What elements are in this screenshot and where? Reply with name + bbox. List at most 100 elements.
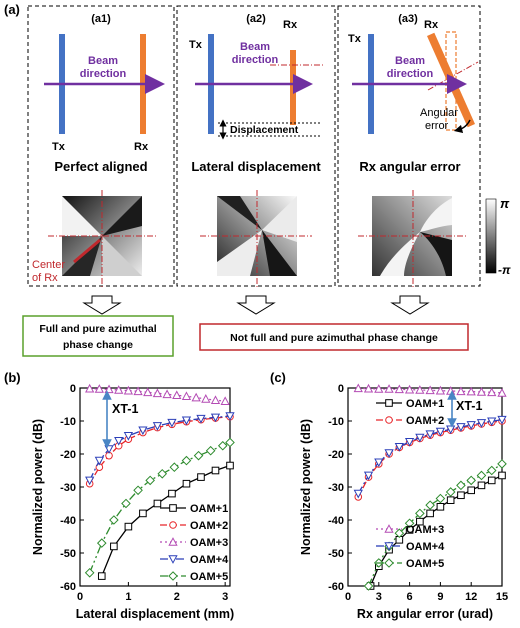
legend-label: OAM+5: [190, 571, 228, 583]
tx-label: Tx: [189, 39, 203, 51]
conclusion-aligned-line1: Full and pure azimuthal: [39, 323, 156, 335]
data-point: [85, 383, 95, 393]
x-tick-label: 0: [77, 591, 83, 603]
colorbar-max-label: π: [500, 196, 510, 211]
legend-label: OAM+5: [406, 558, 444, 570]
data-point: [363, 471, 374, 481]
data-point: [201, 394, 211, 403]
data-point: [404, 384, 415, 394]
crosstalk-label: XT-1: [112, 402, 138, 416]
data-point: [497, 388, 507, 397]
data-point: [123, 432, 134, 441]
data-point: [363, 383, 374, 393]
x-tick-label: 15: [496, 591, 508, 603]
data-point: [487, 476, 496, 485]
x-tick-label: 0: [345, 591, 351, 603]
x-axis-label: Rx angular error (urad): [357, 607, 493, 621]
data-point: [205, 445, 216, 456]
data-point: [456, 386, 466, 396]
y-tick-label: -30: [60, 482, 76, 494]
x-tick-label: 6: [407, 591, 413, 603]
data-point: [197, 473, 205, 481]
beam-label-2: direction: [232, 54, 279, 66]
data-point: [226, 461, 234, 470]
data-point: [143, 387, 153, 397]
data-point: [467, 486, 475, 495]
data-point: [124, 522, 133, 531]
data-point: [425, 430, 435, 440]
y-tick-label: -20: [60, 449, 76, 461]
x-tick-label: 9: [437, 591, 443, 603]
data-point: [182, 479, 191, 488]
data-point: [96, 538, 107, 548]
y-axis-label: Normalized power (dB): [31, 419, 45, 555]
y-tick-label: -50: [60, 548, 76, 560]
legend-marker: [168, 537, 178, 546]
data-point: [114, 437, 124, 446]
data-point: [138, 426, 148, 436]
y-tick-label: 0: [70, 383, 76, 395]
data-point: [363, 581, 374, 591]
x-tick-label: 3: [222, 591, 228, 603]
data-point: [193, 450, 204, 461]
x-axis-label: Lateral displacement (mm): [76, 607, 234, 621]
conclusion-aligned-line2: phase change: [63, 339, 133, 351]
y-tick-label: -10: [60, 416, 76, 428]
legend-marker: [384, 558, 394, 568]
data-point: [85, 476, 95, 486]
data-point: [497, 415, 507, 425]
beam-label-2: direction: [80, 68, 127, 80]
angular-error-label-1: Angular: [420, 107, 458, 119]
data-point: [84, 567, 95, 578]
data-point: [210, 413, 221, 423]
subpanel-a1: (a1) Beam direction Tx Rx Perfect aligne…: [27, 5, 175, 288]
conclusion-box-misaligned: Not full and pure azimuthal phase change: [199, 323, 469, 351]
data-point: [384, 449, 394, 458]
data-point: [191, 392, 201, 402]
legend-label: OAM+3: [406, 524, 444, 536]
data-point: [435, 427, 446, 437]
subpanel-a2: (a2) Beam direction Tx Rx Displacement L…: [176, 5, 336, 288]
data-point: [353, 383, 363, 393]
y-axis-label: Normalized power (dB): [299, 419, 313, 555]
data-point: [133, 386, 143, 396]
data-point: [109, 515, 119, 525]
data-point: [172, 390, 182, 400]
data-point: [415, 508, 425, 519]
y-tick-label: 0: [338, 383, 344, 395]
data-point: [466, 421, 476, 430]
rx-label: Rx: [134, 141, 149, 153]
subpanel-a2-id: (a2): [246, 13, 266, 25]
center-pointer: [73, 238, 101, 264]
data-point: [477, 481, 486, 490]
data-point: [181, 455, 192, 466]
data-point: [97, 572, 106, 580]
data-point: [145, 475, 155, 486]
data-point: [121, 498, 131, 509]
y-tick-label: -20: [328, 449, 344, 461]
data-point: [487, 387, 497, 397]
data-point: [394, 442, 404, 452]
data-point: [114, 385, 124, 394]
data-point: [353, 489, 363, 499]
phase-map-a2: [217, 196, 297, 276]
data-point: [181, 391, 192, 401]
legend-marker: [168, 555, 178, 564]
legend-marker: [168, 571, 178, 581]
rx-label: Rx: [283, 19, 298, 31]
y-tick-label: -10: [328, 416, 344, 428]
data-point: [94, 456, 104, 466]
x-tick-label: 1: [125, 591, 131, 603]
y-tick-label: -30: [328, 482, 344, 494]
legend-marker: [384, 542, 394, 551]
data-point: [196, 414, 206, 424]
data-point: [210, 395, 221, 405]
beam-label-1: Beam: [240, 41, 270, 53]
data-point: [225, 437, 235, 448]
beam-label-2: direction: [387, 68, 434, 80]
data-point: [152, 388, 163, 398]
data-point: [167, 418, 177, 428]
data-point: [157, 468, 168, 479]
subpanel-a1-caption: Perfect aligned: [54, 159, 147, 174]
